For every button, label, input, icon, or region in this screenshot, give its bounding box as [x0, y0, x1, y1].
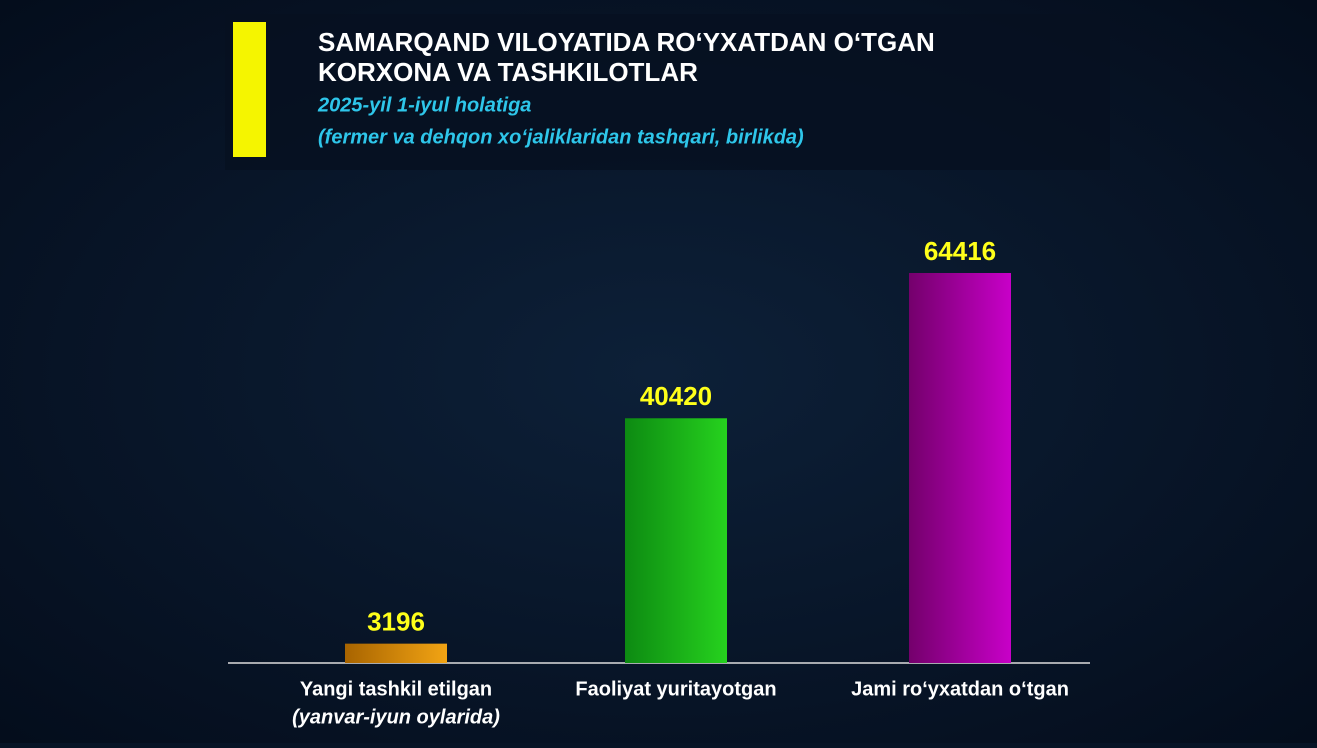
chart-title: KORXONA VA TASHKILOTLAR — [318, 57, 698, 87]
value-label: 64416 — [924, 236, 996, 266]
bar — [909, 273, 1011, 663]
chart-subtitle: (fermer va dehqon xo‘jaliklaridan tashqa… — [318, 126, 804, 148]
title-panel — [225, 14, 1110, 170]
x-tick-note: (yanvar-iyun oylarida) — [292, 706, 500, 728]
x-tick-label: Jami ro‘yxatdan o‘tgan — [851, 678, 1069, 700]
value-label: 3196 — [367, 607, 425, 637]
title-accent — [233, 22, 266, 157]
chart-title: SAMARQAND VILOYATIDA RO‘YXATDAN O‘TGAN — [318, 27, 935, 57]
bar — [345, 643, 447, 663]
x-tick-label: Faoliyat yuritayotgan — [575, 678, 776, 700]
chart-subtitle: 2025-yil 1-iyul holatiga — [317, 94, 531, 116]
value-label: 40420 — [640, 381, 712, 411]
bar — [625, 418, 727, 663]
x-tick-label: Yangi tashkil etilgan — [300, 678, 492, 700]
